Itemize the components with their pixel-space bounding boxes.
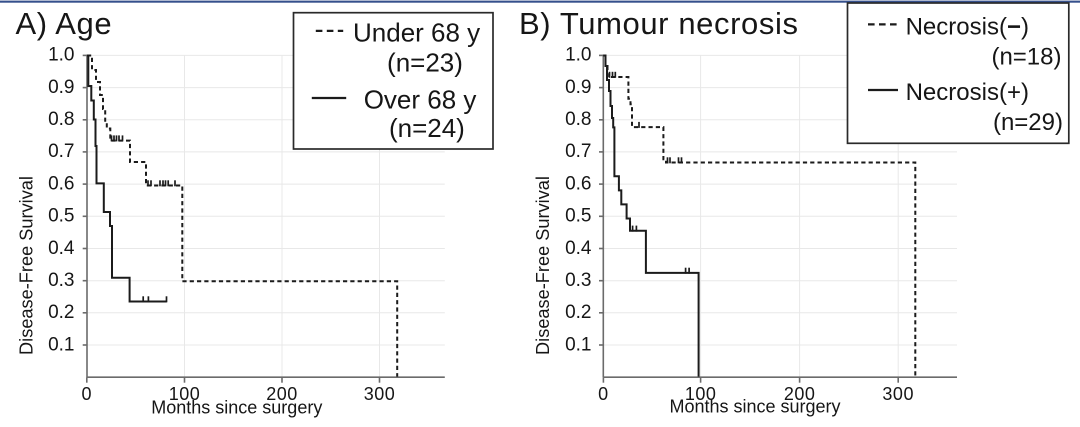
svg-text:Necrosis(+): Necrosis(+) [906, 79, 1029, 106]
svg-text:Under 68 y: Under 68 y [353, 18, 480, 48]
svg-text:0.2: 0.2 [48, 302, 74, 323]
svg-text:300: 300 [882, 384, 914, 404]
svg-text:0: 0 [598, 384, 609, 404]
svg-text:Over 68 y: Over 68 y [364, 84, 477, 114]
svg-text:(n=24): (n=24) [389, 113, 465, 143]
svg-text:0.9: 0.9 [565, 77, 591, 98]
svg-text:Months since surgery: Months since surgery [669, 397, 840, 417]
svg-text:(n=29): (n=29) [993, 109, 1063, 136]
svg-text:0.6: 0.6 [48, 173, 74, 194]
svg-text:(n=23): (n=23) [387, 48, 463, 78]
svg-text:0.1: 0.1 [48, 334, 74, 355]
svg-text:0.2: 0.2 [565, 302, 591, 323]
svg-text:0.4: 0.4 [48, 238, 75, 259]
svg-text:100: 100 [685, 384, 717, 404]
svg-text:0.5: 0.5 [565, 206, 591, 227]
svg-text:100: 100 [169, 384, 201, 404]
svg-text:0.5: 0.5 [48, 206, 74, 227]
svg-text:0: 0 [82, 384, 93, 404]
svg-text:1.0: 1.0 [48, 45, 74, 66]
svg-text:0.8: 0.8 [565, 109, 591, 130]
svg-text:200: 200 [266, 384, 298, 404]
svg-text:1.0: 1.0 [565, 45, 591, 66]
svg-text:0.1: 0.1 [565, 334, 591, 355]
svg-text:0.4: 0.4 [565, 238, 592, 259]
svg-text:B) Tumour necrosis: B) Tumour necrosis [519, 6, 799, 41]
svg-text:(n=18): (n=18) [991, 44, 1061, 71]
svg-text:Months since surgery: Months since surgery [151, 398, 322, 418]
svg-text:0.7: 0.7 [48, 141, 74, 162]
svg-text:200: 200 [784, 384, 816, 404]
svg-text:Disease-Free Survival: Disease-Free Survival [533, 176, 553, 355]
svg-text:0.6: 0.6 [565, 173, 591, 194]
svg-text:0.3: 0.3 [48, 270, 74, 291]
svg-text:0.7: 0.7 [565, 141, 591, 162]
svg-text:Necrosis(−): Necrosis(−) [906, 13, 1029, 40]
svg-text:0.9: 0.9 [48, 77, 74, 98]
svg-text:Disease-Free Survival: Disease-Free Survival [17, 176, 37, 355]
svg-text:A) Age: A) Age [16, 6, 113, 41]
svg-text:300: 300 [364, 384, 396, 404]
svg-text:0.3: 0.3 [565, 270, 591, 291]
svg-text:0.8: 0.8 [48, 109, 74, 130]
